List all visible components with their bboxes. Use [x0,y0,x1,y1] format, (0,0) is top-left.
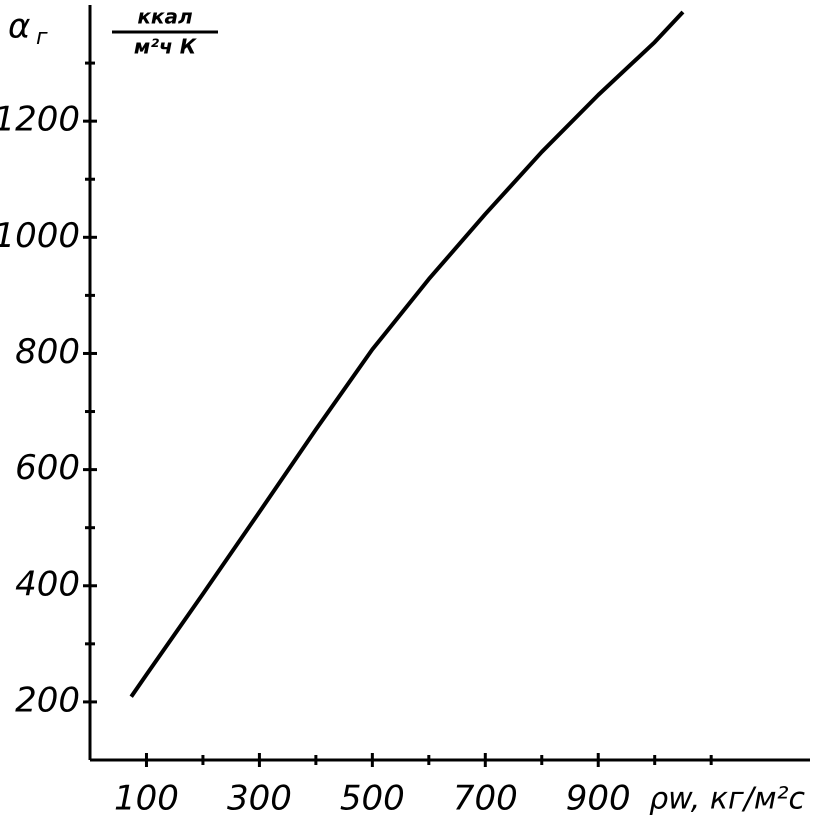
x-tick-label: 900 [566,779,631,819]
x-tick-label: 100 [114,779,179,819]
x-tick-label: 300 [227,779,292,819]
y-label: α [8,7,30,47]
x-tick-label: 500 [340,779,405,819]
data-line [129,10,685,698]
y-tick-label: 600 [15,448,80,488]
unit-numerator: ккал [137,5,193,29]
unit-denominator: м²ч К [134,35,198,59]
y-tick-label: 400 [15,564,80,604]
y-tick-label: 1200 [0,100,80,140]
x-tick-label: 700 [453,779,518,819]
y-tick-label: 1000 [0,216,80,256]
y-tick-label: 800 [15,332,80,372]
y-tick-label: 200 [15,680,80,720]
x-label: ρw, кг/м²с [649,782,805,817]
y-label-sub: г [36,25,48,50]
